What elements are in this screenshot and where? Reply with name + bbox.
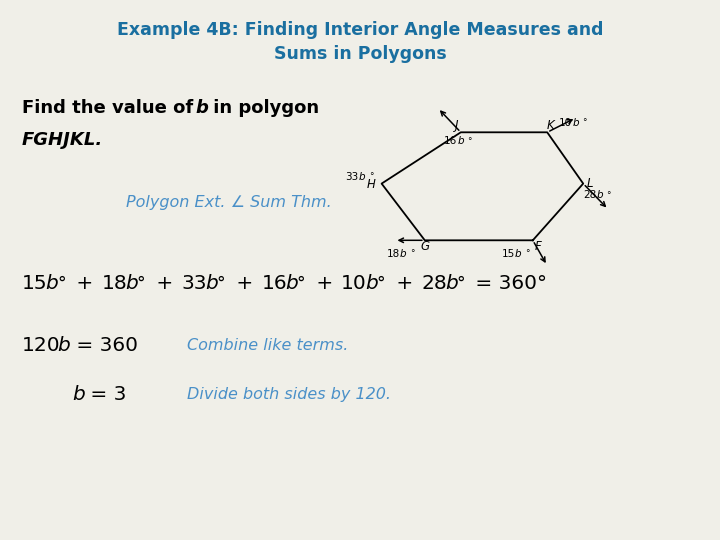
Text: °: ° [582, 118, 587, 127]
Text: b: b [58, 336, 70, 355]
Text: +: + [230, 274, 259, 293]
Text: b: b [45, 274, 58, 293]
Text: 16: 16 [261, 274, 287, 293]
Text: b: b [205, 274, 218, 293]
Text: °: ° [297, 274, 305, 293]
Text: 18: 18 [387, 249, 400, 259]
Text: °: ° [137, 274, 145, 293]
Text: b: b [359, 172, 365, 182]
Text: b: b [572, 118, 579, 127]
Text: b: b [196, 99, 209, 117]
Text: Polygon Ext. ∠ Sum Thm.: Polygon Ext. ∠ Sum Thm. [126, 195, 332, 210]
Text: Divide both sides by 120.: Divide both sides by 120. [187, 387, 391, 402]
Text: = 3: = 3 [84, 384, 126, 404]
Text: °: ° [606, 191, 611, 200]
Text: L: L [587, 177, 594, 190]
Text: °: ° [525, 249, 529, 258]
Text: b: b [445, 274, 458, 293]
Text: K: K [546, 119, 554, 132]
Text: Find the value of: Find the value of [22, 99, 199, 117]
Text: 18: 18 [102, 274, 127, 293]
Text: b: b [457, 137, 464, 146]
Text: 120: 120 [22, 336, 60, 355]
Text: b: b [515, 249, 521, 259]
Text: 10: 10 [559, 118, 572, 127]
Text: +: + [310, 274, 339, 293]
Text: 15: 15 [502, 249, 515, 259]
Text: °: ° [456, 274, 465, 293]
Text: 10: 10 [341, 274, 367, 293]
Text: G: G [420, 240, 429, 253]
Text: +: + [70, 274, 99, 293]
Text: b: b [365, 274, 378, 293]
Text: 33: 33 [346, 172, 359, 182]
Text: °: ° [467, 137, 472, 146]
Text: 28: 28 [421, 274, 447, 293]
Text: 16: 16 [444, 137, 457, 146]
Text: 33: 33 [181, 274, 207, 293]
Text: 28: 28 [583, 191, 596, 200]
Text: b: b [596, 191, 603, 200]
Text: H: H [366, 178, 375, 191]
Text: °: ° [410, 249, 414, 258]
Text: °: ° [57, 274, 66, 293]
Text: Combine like terms.: Combine like terms. [187, 338, 348, 353]
Text: in polygon: in polygon [207, 99, 320, 117]
Text: = 360°: = 360° [469, 274, 547, 293]
Text: 15: 15 [22, 274, 48, 293]
Text: = 360: = 360 [71, 336, 138, 355]
Text: °: ° [377, 274, 385, 293]
Text: b: b [400, 249, 406, 259]
Text: FGHJKL.: FGHJKL. [22, 131, 103, 150]
Text: b: b [285, 274, 298, 293]
Text: F: F [535, 240, 542, 253]
Text: +: + [390, 274, 419, 293]
Text: +: + [150, 274, 179, 293]
Text: J: J [455, 119, 458, 132]
Text: °: ° [369, 173, 373, 181]
Text: b: b [72, 384, 85, 404]
Text: Sums in Polygons: Sums in Polygons [274, 45, 446, 63]
Text: °: ° [217, 274, 225, 293]
Text: Example 4B: Finding Interior Angle Measures and: Example 4B: Finding Interior Angle Measu… [117, 21, 603, 39]
Text: b: b [125, 274, 138, 293]
